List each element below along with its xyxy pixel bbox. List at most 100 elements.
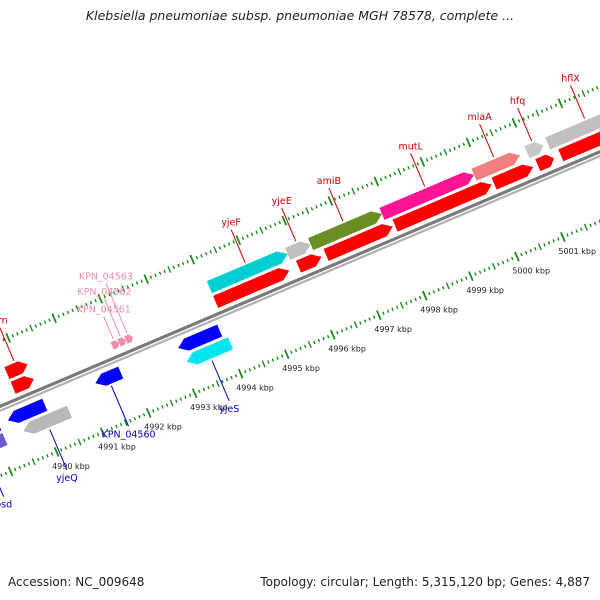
- gene-label-psd[interactable]: psd: [0, 500, 12, 511]
- gene-feature-psd[interactable]: [0, 433, 8, 460]
- gene-label-kpn_04563[interactable]: KPN_04563: [79, 271, 133, 282]
- tick-mark: [2, 337, 5, 342]
- gene-label-yjeq[interactable]: yjeQ: [56, 473, 78, 484]
- tick-mark: [57, 314, 61, 319]
- gene-feature[interactable]: [10, 376, 34, 394]
- tick-mark: [108, 293, 111, 297]
- gene-label-yjes[interactable]: yjeS: [219, 404, 239, 415]
- gene-feature-kpn_04563[interactable]: [124, 334, 133, 344]
- tick-mark: [186, 259, 189, 264]
- gene-feature-kpn_04561[interactable]: [110, 340, 119, 350]
- gene-feature-kpn_04560[interactable]: [95, 366, 124, 386]
- gene-label-leader: [105, 283, 128, 334]
- tick-mark: [338, 195, 341, 199]
- tick-mark: [524, 250, 528, 255]
- gene-feature[interactable]: [392, 182, 492, 232]
- gene-feature-yjeq[interactable]: [23, 405, 72, 434]
- gene-feature-mutl[interactable]: [379, 172, 475, 220]
- tick-mark: [474, 272, 477, 276]
- tick-mark: [18, 465, 22, 470]
- gene-feature[interactable]: [295, 254, 322, 273]
- tick-mark: [115, 424, 118, 429]
- gene-feature[interactable]: [535, 154, 554, 172]
- tick-mark: [345, 327, 348, 331]
- tick-mark: [326, 334, 330, 339]
- tick-mark: [211, 383, 215, 388]
- gene-label-miaa[interactable]: miaA: [468, 112, 493, 123]
- gene-label-leader: [570, 85, 586, 119]
- tick-mark: [200, 253, 203, 258]
- tick-mark: [537, 243, 542, 251]
- tick-mark: [464, 276, 468, 280]
- tick-mark: [175, 399, 178, 403]
- gene-feature-hflx[interactable]: [545, 107, 600, 150]
- scale-tick-label: 5001 kbp: [558, 247, 596, 256]
- tick-mark: [96, 432, 100, 437]
- gene-feature-hfq[interactable]: [524, 141, 544, 159]
- tick-mark: [89, 300, 93, 305]
- gene-labels: psd yjeQ KPN_04560 yjeS orn KPN_04561 KPN_0456…: [0, 73, 586, 511]
- gene-feature-yjes[interactable]: [186, 337, 234, 365]
- gene-feature[interactable]: [0, 418, 2, 445]
- tick-mark: [359, 321, 362, 325]
- tick-mark: [69, 444, 72, 448]
- gene-feature-amib[interactable]: [308, 211, 382, 251]
- tick-mark: [273, 222, 277, 227]
- gene-label-kpn_04561[interactable]: KPN_04561: [77, 305, 131, 316]
- gene-label-hfq[interactable]: hfq: [510, 96, 525, 107]
- tick-mark: [581, 90, 586, 98]
- tick-mark: [253, 366, 256, 370]
- gene-feature-orn[interactable]: [4, 361, 28, 380]
- gene-label-kpn_04562[interactable]: KPN_04562: [77, 287, 131, 298]
- tick-mark: [241, 236, 245, 240]
- tick-mark: [80, 304, 84, 309]
- tick-mark: [430, 156, 433, 160]
- tick-mark: [317, 338, 321, 343]
- tick-mark: [336, 330, 339, 335]
- scale-tick-label: 4999 kbp: [466, 286, 504, 295]
- tick-mark: [483, 268, 486, 272]
- tick-mark: [62, 312, 65, 317]
- scale-tick-label: 4991 kbp: [98, 442, 136, 451]
- tick-mark: [550, 105, 553, 109]
- tick-mark: [526, 115, 530, 119]
- gene-label-yjee[interactable]: yjeE: [272, 196, 292, 207]
- tick-mark: [517, 119, 521, 123]
- gene-feature[interactable]: [213, 268, 290, 308]
- tick-mark: [202, 387, 206, 392]
- gene-label-mutl[interactable]: mutL: [398, 141, 423, 152]
- tick-mark: [11, 334, 15, 338]
- gene-feature[interactable]: [558, 118, 600, 162]
- tick-mark: [522, 117, 525, 121]
- tick-mark: [405, 301, 408, 306]
- map-title: Klebsiella pneumoniae subsp. pneumoniae …: [85, 8, 515, 23]
- tick-mark: [123, 419, 128, 427]
- gene-feature[interactable]: [491, 164, 534, 190]
- gene-feature-yjee[interactable]: [285, 241, 311, 260]
- tick-mark: [514, 251, 520, 262]
- tick-mark: [169, 399, 174, 407]
- gene-label-amib[interactable]: amiB: [317, 176, 341, 187]
- gene-label-yjef[interactable]: yjeF: [221, 218, 241, 229]
- tick-mark: [34, 324, 38, 328]
- gene-label-hflx[interactable]: hflX: [561, 73, 580, 84]
- gene-label-leader: [211, 360, 230, 402]
- gene-label-orn[interactable]: orn: [0, 316, 8, 327]
- tick-mark: [43, 320, 47, 324]
- gene-feature-kpn_04562[interactable]: [117, 337, 126, 347]
- tick-mark: [27, 461, 31, 466]
- gene-feature-miaa[interactable]: [471, 152, 521, 181]
- tick-mark: [87, 436, 91, 440]
- tick-mark: [189, 254, 196, 265]
- gene-feature[interactable]: [7, 398, 48, 423]
- gene-feature[interactable]: [178, 324, 223, 351]
- tick-mark: [529, 248, 532, 253]
- gene-label-kpn_04560[interactable]: KPN_04560: [102, 429, 156, 440]
- tick-mark: [439, 152, 443, 156]
- gene-feature[interactable]: [323, 224, 393, 261]
- tick-mark: [99, 427, 106, 438]
- gene-feature-yjef[interactable]: [206, 251, 288, 294]
- tick-mark: [138, 414, 141, 419]
- tick-mark: [191, 388, 198, 399]
